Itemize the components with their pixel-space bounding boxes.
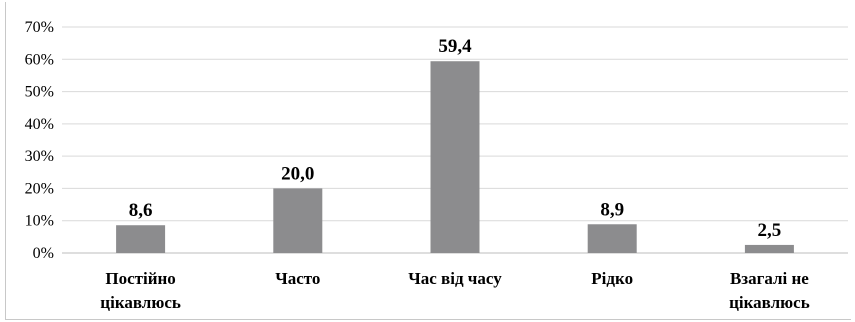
x-category-label: Час від часу: [408, 269, 502, 288]
y-tick-label: 10%: [25, 213, 54, 230]
x-category-label: Взагалі не: [730, 269, 809, 288]
x-category-label: Часто: [275, 269, 320, 288]
x-category-label: Постійно: [105, 269, 175, 288]
y-tick-label: 20%: [25, 180, 54, 197]
data-label: 20,0: [281, 163, 314, 184]
y-tick-label: 40%: [25, 116, 54, 133]
y-tick-label: 0%: [33, 245, 54, 262]
bar: [116, 225, 165, 253]
y-tick-label: 50%: [25, 84, 54, 101]
x-category-label: Рідко: [591, 269, 633, 288]
x-category-label: цікавлюсь: [729, 293, 810, 312]
bar: [431, 61, 480, 253]
bar: [273, 188, 322, 253]
bar: [588, 224, 637, 253]
x-category-label: цікавлюсь: [100, 293, 181, 312]
bar: [745, 245, 794, 253]
data-label: 59,4: [438, 36, 472, 57]
y-tick-label: 60%: [25, 51, 54, 68]
data-label: 2,5: [758, 220, 782, 241]
y-tick-label: 30%: [25, 148, 54, 165]
y-tick-label: 70%: [25, 19, 54, 36]
data-label: 8,9: [600, 199, 624, 220]
data-label: 8,6: [129, 200, 153, 221]
